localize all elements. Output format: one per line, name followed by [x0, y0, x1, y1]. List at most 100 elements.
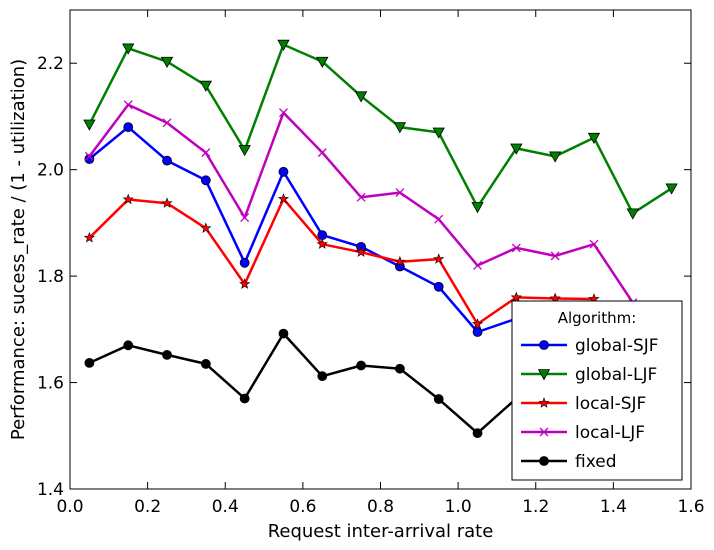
data-point-local-LJF: [201, 148, 211, 158]
axes-layer: 0.0 0.2 0.4 0.6 0.8 1.0 1.2 1.4 1.6 1.4 1.6 1.8 2.0 2…: [37, 9, 705, 517]
data-point-local-LJF: [589, 239, 599, 249]
data-point-local-SJF: [355, 246, 367, 257]
series-line-local-LJF: [88, 103, 634, 304]
series-fixed: [84, 328, 522, 439]
x-tick-label: 0.8: [367, 497, 394, 517]
data-point-global-SJF: [317, 230, 328, 241]
x-axis-label: Request inter-arrival rate: [268, 521, 494, 542]
series-line-global-SJF: [88, 125, 517, 334]
legend-label: local-SJF: [575, 394, 646, 414]
data-point-global-SJF: [472, 327, 483, 337]
data-point-fixed: [84, 357, 95, 368]
x-tick-label: 1.4: [600, 497, 627, 517]
data-point-local-SJF: [510, 291, 522, 303]
data-point-local-LJF: [162, 118, 172, 128]
data-point-global-LJF: [665, 183, 678, 195]
data-point-local-LJF: [123, 100, 133, 110]
data-point-fixed: [278, 328, 289, 339]
series-line-local-SJF: [88, 197, 595, 326]
y-tick-label: 2.2: [37, 54, 64, 74]
data-point-global-LJF: [316, 56, 329, 68]
data-point-global-SJF: [278, 166, 289, 177]
data-point-local-SJF: [433, 253, 445, 264]
data-point-local-SJF: [122, 193, 134, 205]
data-point-global-LJF: [626, 208, 639, 220]
data-point-fixed: [472, 428, 483, 439]
data-point-global-SJF: [162, 155, 172, 166]
data-point-global-SJF: [239, 257, 250, 268]
legend-label: global-SJF: [575, 336, 659, 356]
data-point-global-LJF: [122, 43, 135, 55]
data-point-global-LJF: [587, 132, 601, 145]
data-point-fixed: [395, 363, 405, 374]
legend-marker: [539, 427, 549, 437]
y-tick-label: 1.4: [37, 480, 64, 500]
data-point-fixed: [239, 393, 250, 404]
x-tick-label: 0.6: [289, 497, 316, 517]
data-point-local-SJF: [394, 255, 406, 267]
data-point-fixed: [317, 371, 328, 382]
data-point-local-LJF: [84, 151, 94, 161]
series-layer: [83, 39, 678, 439]
y-axis-label: Performance: sucess_rate / (1 - utilizat…: [8, 59, 29, 440]
legend-label: local-LJF: [575, 423, 645, 443]
legend-marker: [537, 369, 551, 381]
data-point-global-LJF: [83, 119, 96, 131]
x-tick-label: 1.6: [677, 497, 704, 517]
data-point-fixed: [200, 359, 211, 369]
data-point-global-LJF: [548, 151, 562, 163]
data-point-global-LJF: [393, 122, 407, 134]
data-point-local-LJF: [550, 251, 560, 261]
data-point-global-SJF: [200, 175, 211, 186]
data-point-global-LJF: [432, 127, 445, 139]
data-point-fixed: [356, 360, 366, 371]
data-point-local-LJF: [395, 188, 405, 198]
y-tick-label: 1.8: [37, 267, 64, 287]
legend-marker: [539, 340, 549, 350]
data-point-global-LJF: [354, 91, 368, 103]
data-point-local-LJF: [356, 192, 366, 202]
x-tick-label: 1.2: [522, 497, 549, 517]
x-tick-label: 0.2: [134, 497, 161, 517]
data-point-global-LJF: [277, 39, 290, 51]
legend-entry-fixed: fixed: [521, 452, 617, 472]
data-point-local-LJF: [279, 108, 288, 118]
y-tick-label: 2.0: [37, 161, 64, 181]
legend-marker: [539, 456, 549, 466]
legend-label: fixed: [575, 452, 617, 472]
y-tick-label: 1.6: [37, 374, 64, 394]
data-point-local-SJF: [239, 278, 251, 289]
data-point-local-SJF: [471, 318, 484, 329]
legend-entry-global-LJF: global-LJF: [521, 365, 657, 385]
data-point-local-LJF: [317, 148, 327, 158]
series-global-LJF: [83, 39, 678, 220]
data-point-global-LJF: [238, 145, 251, 157]
x-tick-label: 0.4: [212, 497, 239, 517]
data-point-local-LJF: [434, 214, 444, 224]
x-tick-label: 1.0: [445, 497, 472, 517]
data-point-global-SJF: [123, 122, 134, 132]
legend-marker: [538, 397, 550, 408]
legend-entry-global-SJF: global-SJF: [521, 336, 659, 356]
data-point-global-LJF: [471, 202, 484, 214]
legend-entry-local-SJF: local-SJF: [521, 394, 646, 414]
data-point-local-SJF: [316, 238, 328, 249]
data-point-local-SJF: [277, 193, 290, 204]
data-point-fixed: [162, 349, 172, 360]
data-point-local-LJF: [473, 261, 482, 270]
data-point-global-LJF: [160, 56, 174, 68]
data-point-local-SJF: [83, 231, 95, 243]
legend: Algorithm: global-SJF global-LJF local-SJF…: [511, 300, 683, 481]
data-point-fixed: [123, 340, 134, 351]
legend-title: Algorithm:: [558, 309, 637, 327]
data-point-fixed: [433, 394, 444, 404]
data-point-global-LJF: [199, 80, 213, 92]
series-global-SJF: [84, 122, 522, 337]
data-point-local-SJF: [161, 197, 173, 208]
series-local-SJF: [83, 193, 600, 329]
legend-entry-local-LJF: local-LJF: [521, 423, 645, 443]
data-point-local-LJF: [240, 213, 250, 223]
x-tick-label: 0.0: [56, 497, 83, 517]
series-line-global-LJF: [88, 43, 673, 215]
